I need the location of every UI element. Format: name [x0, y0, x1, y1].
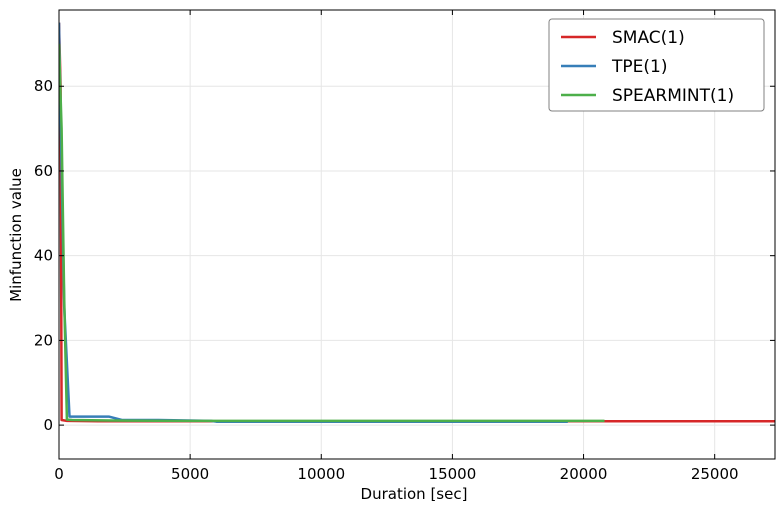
y-tick-label: 0	[43, 416, 53, 434]
y-axis-label: Minfunction value	[7, 168, 25, 302]
y-tick-label: 60	[34, 162, 53, 180]
x-tick-label: 0	[54, 465, 64, 483]
y-tick-label: 40	[34, 247, 53, 265]
series-line-spearmint-1	[59, 43, 605, 423]
y-tick-label: 20	[34, 331, 53, 349]
axis-ticks: 0 5000 10000 15000 20000 25000 0 20 40 60 80	[34, 10, 775, 483]
x-tick-label: 10000	[297, 465, 345, 483]
plot-frame	[58, 9, 776, 460]
x-tick-label: 15000	[429, 465, 477, 483]
series-layer	[59, 22, 775, 423]
legend-label: SMAC(1)	[612, 28, 685, 48]
x-tick-label: 5000	[171, 465, 209, 483]
legend-box	[548, 18, 765, 112]
x-axis-label: Duration [sec]	[361, 485, 468, 503]
x-tick-label: 25000	[691, 465, 739, 483]
legend-label: TPE(1)	[611, 57, 667, 77]
x-tick-label: 20000	[560, 465, 608, 483]
legend-label: SPEARMINT(1)	[612, 86, 734, 106]
y-tick-label: 80	[34, 77, 53, 95]
legend: SMAC(1) TPE(1) SPEARMINT(1)	[548, 18, 765, 112]
